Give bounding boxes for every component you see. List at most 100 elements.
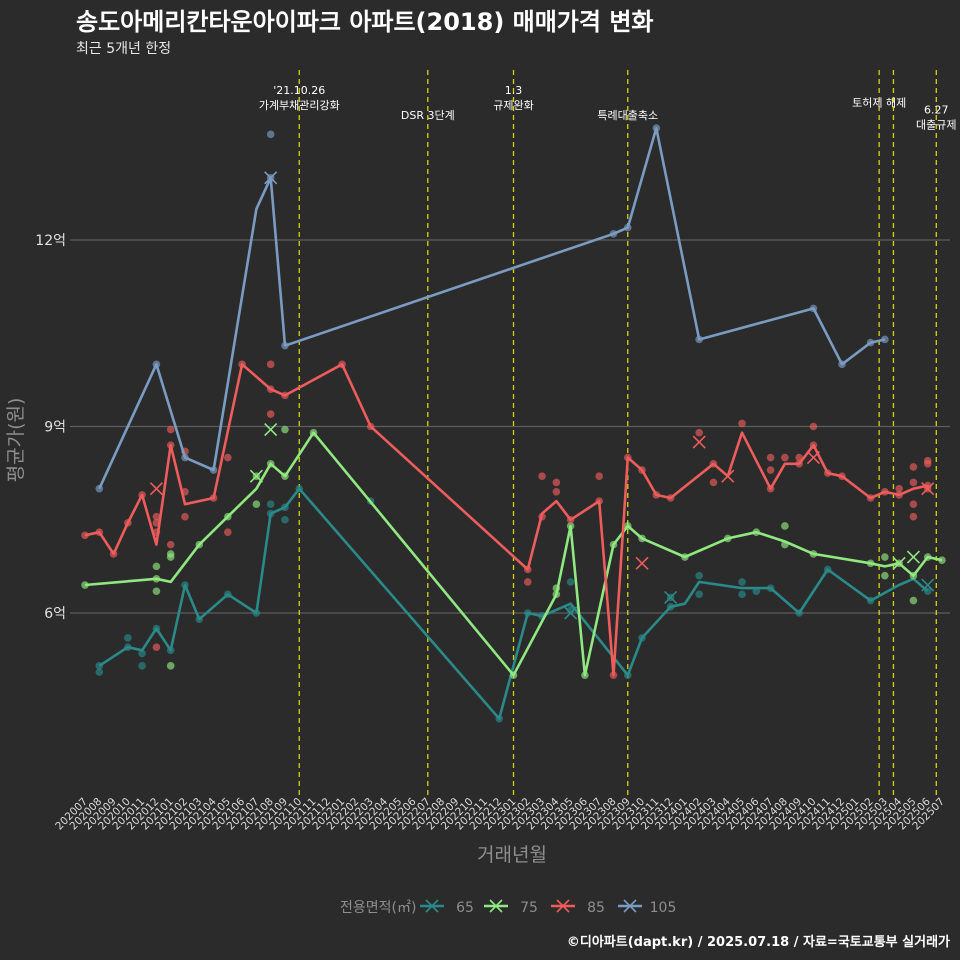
data-point bbox=[781, 453, 789, 462]
data-point bbox=[552, 487, 561, 496]
event-label: 1.3 bbox=[505, 84, 523, 97]
series-line bbox=[84, 431, 943, 677]
data-point bbox=[166, 550, 175, 558]
y-tick-label: 12억 bbox=[35, 233, 66, 249]
legend-key-mark bbox=[489, 899, 503, 913]
chart-subtitle: 최근 5개년 한정 bbox=[76, 41, 172, 57]
median-mark bbox=[264, 171, 278, 185]
data-point bbox=[552, 478, 561, 487]
data-point bbox=[738, 590, 746, 599]
data-point bbox=[909, 463, 918, 471]
event-label: 특례대출축소 bbox=[597, 109, 658, 122]
legend-label: 65 bbox=[456, 900, 474, 916]
data-point bbox=[166, 425, 175, 434]
data-point bbox=[809, 422, 818, 431]
data-point bbox=[181, 512, 189, 521]
data-point bbox=[281, 425, 289, 434]
median-mark bbox=[692, 435, 706, 449]
data-point bbox=[266, 130, 275, 139]
y-tick-label: 9억 bbox=[44, 420, 66, 436]
series-layer bbox=[81, 124, 946, 723]
gridlines bbox=[70, 239, 950, 614]
event-label: 규제완화 bbox=[493, 99, 533, 112]
median-mark bbox=[721, 469, 735, 483]
data-point bbox=[166, 662, 175, 670]
x-axis-label: 거래년월 bbox=[477, 844, 547, 866]
data-point bbox=[738, 419, 746, 428]
event-label: DSR 3단계 bbox=[401, 109, 455, 122]
series-line bbox=[84, 363, 928, 677]
data-point bbox=[909, 500, 918, 509]
data-point bbox=[881, 571, 889, 580]
data-point bbox=[909, 596, 918, 605]
series-line bbox=[98, 487, 929, 720]
data-point bbox=[738, 578, 746, 586]
data-point bbox=[266, 410, 275, 418]
data-point bbox=[695, 428, 703, 437]
data-point bbox=[252, 500, 261, 509]
legend-key-mark bbox=[425, 899, 439, 913]
median-mark bbox=[264, 423, 278, 437]
median-mark bbox=[906, 550, 920, 564]
median-mark bbox=[921, 482, 935, 496]
series-line bbox=[98, 126, 886, 490]
data-point bbox=[266, 500, 275, 509]
data-point bbox=[224, 528, 232, 536]
series-65 bbox=[95, 484, 935, 723]
legend-key-mark bbox=[556, 899, 570, 913]
legend: 전용면적(㎡) 65 75 85 105 bbox=[340, 899, 677, 916]
data-point bbox=[695, 590, 703, 599]
data-point bbox=[152, 643, 161, 651]
event-label: 대출규제 bbox=[916, 118, 956, 131]
legend-label: 105 bbox=[650, 900, 677, 916]
data-point bbox=[138, 662, 146, 670]
data-point bbox=[881, 553, 889, 561]
median-mark bbox=[664, 590, 678, 605]
median-mark bbox=[149, 482, 163, 496]
legend-title: 전용면적(㎡) bbox=[340, 900, 416, 916]
data-point bbox=[695, 571, 703, 580]
data-point bbox=[95, 668, 104, 676]
legend-label: 75 bbox=[520, 900, 538, 916]
data-point bbox=[709, 478, 718, 487]
legend-label: 85 bbox=[587, 900, 605, 916]
data-point bbox=[895, 484, 903, 493]
median-mark bbox=[892, 556, 906, 570]
data-point bbox=[909, 512, 918, 521]
data-point bbox=[281, 515, 289, 524]
y-axis-label: 평균가(원) bbox=[5, 398, 27, 483]
data-point bbox=[138, 649, 146, 658]
data-point bbox=[566, 578, 575, 586]
data-point bbox=[766, 453, 775, 462]
data-point bbox=[81, 581, 89, 589]
data-point bbox=[266, 360, 275, 369]
data-point bbox=[224, 453, 232, 462]
event-label: 가계부채관리강화 bbox=[259, 99, 340, 112]
data-point bbox=[124, 634, 132, 642]
median-mark bbox=[249, 469, 263, 483]
median-mark bbox=[921, 578, 935, 592]
data-point bbox=[766, 466, 775, 474]
chart-title: 송도아메리칸타운아이파크 아파트(2018) 매매가격 변화 bbox=[76, 8, 654, 36]
legend-key-mark bbox=[623, 899, 637, 913]
data-point bbox=[523, 578, 532, 586]
data-point bbox=[595, 472, 603, 481]
data-point bbox=[538, 472, 546, 481]
event-label: 토허제 해제 bbox=[852, 96, 906, 110]
median-mark bbox=[564, 606, 578, 620]
data-point bbox=[909, 478, 918, 487]
y-axis-ticks: 6억 9억 12억 bbox=[35, 233, 66, 622]
x-axis-ticks: 2020072020082020092020102020112020122021… bbox=[53, 795, 947, 832]
event-label: '21.10.26 bbox=[273, 84, 325, 97]
series-105 bbox=[95, 124, 889, 493]
data-point bbox=[152, 512, 161, 521]
data-point bbox=[923, 456, 932, 465]
median-mark bbox=[635, 556, 649, 570]
data-point bbox=[152, 587, 161, 596]
source-footer: ©디아파트(dapt.kr) / 2025.07.18 / 자료=국토교통부 실… bbox=[566, 935, 950, 950]
event-label: 6.27 bbox=[924, 103, 949, 116]
median-mark bbox=[806, 451, 821, 465]
data-point bbox=[781, 522, 789, 530]
